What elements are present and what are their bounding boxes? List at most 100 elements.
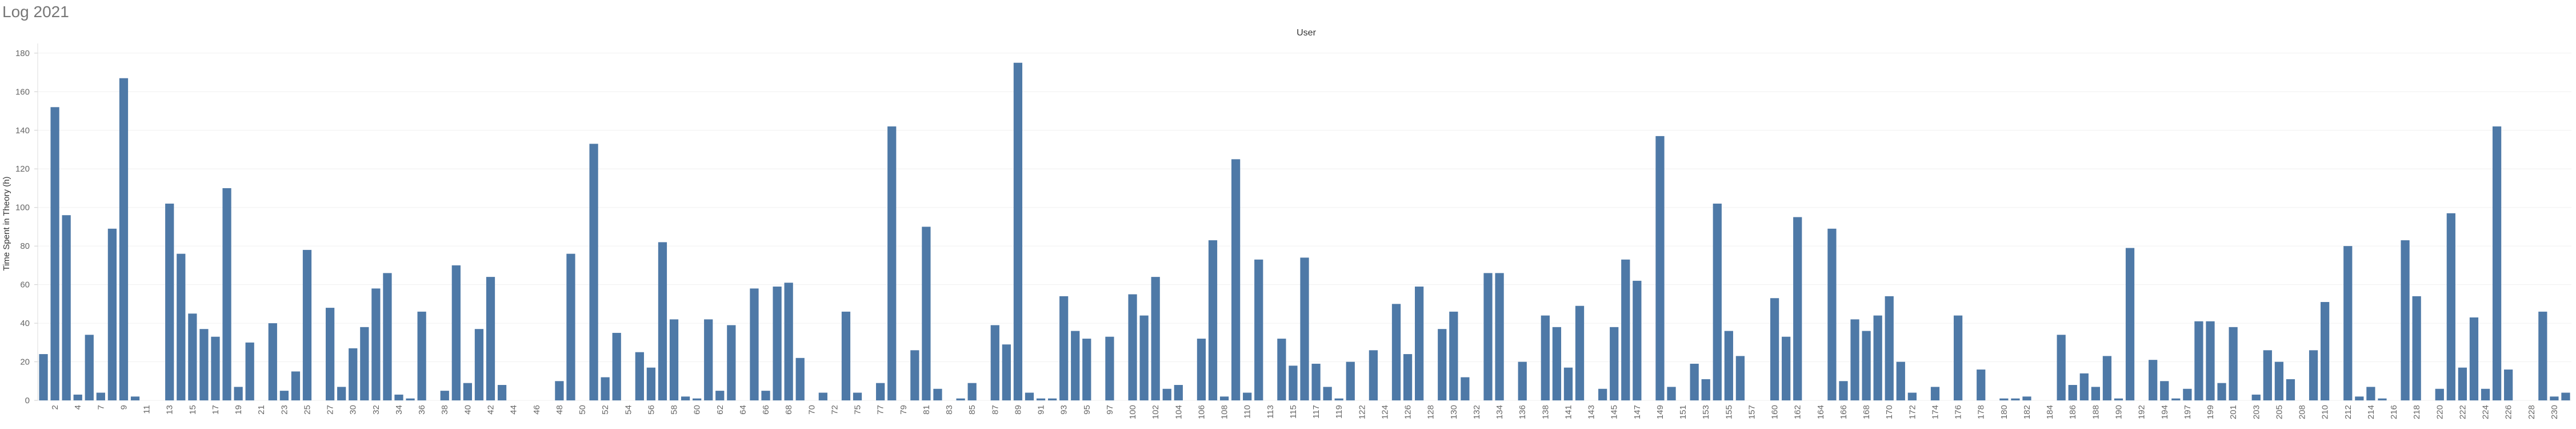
bar (451, 265, 461, 400)
bar (1461, 377, 1470, 400)
bar (325, 308, 335, 400)
bar (1907, 392, 1917, 400)
bar (1174, 385, 1183, 400)
bar (2481, 388, 2490, 400)
x-tick-label: 155 (1724, 405, 1734, 419)
x-tick-label: 23 (279, 405, 289, 415)
bar (1231, 159, 1241, 400)
bar (1667, 387, 1676, 400)
bar (1105, 336, 1114, 400)
x-tick-label: 153 (1701, 405, 1711, 419)
bar (887, 126, 897, 400)
x-tick-label: 174 (1930, 405, 1940, 419)
bar (211, 336, 220, 400)
bar (2125, 248, 2135, 400)
x-tick-label: 11 (142, 405, 152, 414)
bar (1197, 339, 1206, 400)
bar (2321, 301, 2330, 400)
x-tick-label: 190 (2114, 405, 2123, 419)
bar (2355, 396, 2364, 400)
bar (818, 392, 827, 400)
bar (1541, 315, 1550, 400)
bar (2091, 387, 2100, 400)
bar (2469, 317, 2479, 400)
x-tick-label: 147 (1633, 405, 1642, 419)
x-tick-label: 216 (2389, 405, 2399, 419)
x-tick-label: 102 (1151, 405, 1161, 419)
bar (967, 383, 977, 400)
x-tick-label: 95 (1082, 405, 1092, 415)
bar (693, 398, 702, 400)
column-header: User (1297, 28, 1316, 38)
bar (1735, 356, 1745, 400)
bar (1518, 362, 1527, 400)
bar (222, 188, 231, 400)
bar (658, 242, 667, 400)
bar (761, 391, 770, 400)
bar (2114, 398, 2123, 400)
bar (406, 398, 415, 400)
x-tick-label: 75 (853, 405, 863, 415)
x-tick-label: 44 (509, 405, 519, 415)
x-tick-label: 54 (623, 405, 633, 415)
bar (1827, 228, 1837, 400)
x-tick-label: 100 (1128, 405, 1138, 419)
bar (1885, 296, 1894, 400)
x-tick-label: 208 (2298, 405, 2307, 419)
x-tick-label: 192 (2137, 405, 2147, 419)
x-tick-label: 168 (1862, 405, 1871, 419)
x-tick-label: 25 (302, 405, 312, 415)
bar (2492, 126, 2502, 400)
x-tick-label: 115 (1289, 405, 1298, 419)
x-tick-label: 124 (1380, 405, 1390, 419)
bar (1552, 327, 1562, 400)
x-tick-label: 30 (349, 405, 358, 415)
x-tick-label: 27 (326, 405, 335, 415)
bar (188, 313, 197, 400)
bar (2263, 350, 2272, 400)
x-tick-label: 46 (532, 405, 542, 415)
x-tick-label: 134 (1495, 405, 1505, 419)
x-tick-label: 66 (761, 405, 771, 415)
bar (2378, 398, 2387, 400)
bar (1977, 370, 1986, 400)
x-tick-label: 52 (601, 405, 610, 415)
x-tick-label: 7 (96, 405, 106, 410)
x-tick-label: 113 (1266, 405, 1275, 419)
x-tick-label: 194 (2160, 405, 2170, 419)
y-tick-label: 20 (20, 357, 30, 367)
bar (795, 357, 805, 400)
bar (1311, 363, 1321, 400)
bar (1082, 339, 1091, 400)
x-tick-label: 91 (1037, 405, 1046, 415)
bar (1483, 273, 1493, 400)
bar (417, 311, 426, 400)
x-tick-label: 126 (1403, 405, 1413, 419)
bar (2286, 379, 2295, 400)
bar (922, 227, 931, 400)
x-tick-label: 119 (1334, 405, 1344, 419)
bar (130, 396, 140, 400)
x-tick-label: 42 (486, 405, 496, 415)
x-tick-label: 93 (1059, 405, 1069, 415)
bar (2206, 321, 2215, 400)
chart-title: Log 2021 (2, 3, 69, 21)
x-tick-label: 81 (922, 405, 931, 415)
bar (497, 385, 507, 400)
bar (1621, 259, 1630, 400)
x-tick-label: 17 (211, 405, 221, 415)
bar (2149, 360, 2158, 400)
x-tick-label: 205 (2274, 405, 2284, 419)
x-tick-label: 218 (2412, 405, 2422, 419)
x-tick-label: 180 (1999, 405, 2009, 419)
x-tick-label: 110 (1243, 405, 1253, 419)
y-tick-label: 40 (20, 319, 30, 328)
bar (646, 367, 656, 400)
x-tick-label: 58 (670, 405, 679, 415)
x-tick-label: 122 (1357, 405, 1367, 419)
bar (50, 107, 59, 400)
bar (773, 286, 782, 400)
bar (1162, 388, 1171, 400)
bar (1850, 319, 1859, 400)
